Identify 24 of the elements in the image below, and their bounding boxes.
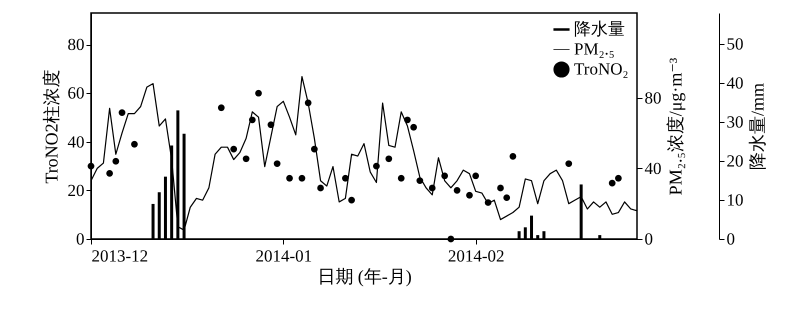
legend-label: TroNO₂ (574, 60, 628, 78)
x-axis-title: 日期 (年-月) (317, 266, 412, 286)
y3-axis-title: 降水量/mm (748, 82, 768, 170)
y2-tick-label: 0 (644, 230, 653, 248)
y3-tick-label: 50 (726, 34, 744, 54)
legend-label: PM₂.₅ (574, 40, 615, 58)
legend-label: 降水量 (574, 20, 625, 38)
y-tick-label: 60 (68, 84, 84, 103)
y3-tick-label: 30 (726, 112, 744, 132)
x-tick-label: 2013-12 (92, 246, 148, 266)
y2-tick-label: 80 (644, 88, 662, 108)
y2-tick-label: 40 (644, 158, 662, 178)
y-tick-label: 20 (68, 180, 84, 200)
y3-tick-label: 40 (726, 74, 744, 93)
y3-tick-label: 0 (726, 230, 735, 248)
x-tick-label: 2014-01 (256, 246, 312, 266)
y-tick-label: 80 (68, 35, 84, 54)
y3-tick-label: 10 (726, 190, 744, 210)
y-tick-label: 40 (68, 132, 84, 152)
y-tick-label: 0 (76, 230, 84, 248)
y-axis-title: TroNO2柱浓度 (42, 69, 62, 184)
x-tick-label: 2014-02 (448, 246, 505, 266)
y2-axis-title: PM₂.₅浓度/μg·m⁻³ (666, 57, 686, 196)
y3-tick-label: 20 (726, 152, 744, 171)
